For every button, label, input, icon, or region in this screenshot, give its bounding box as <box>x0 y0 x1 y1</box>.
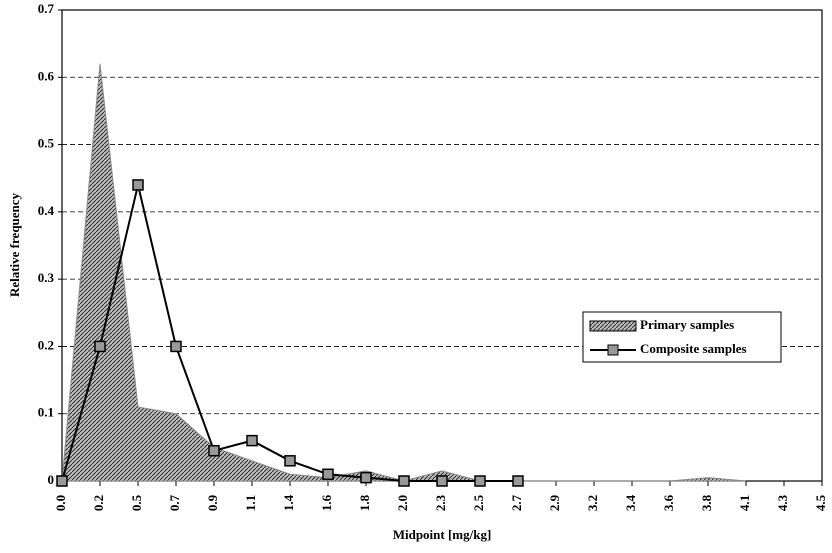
y-tick-label: 0 <box>48 472 55 487</box>
y-tick-label: 0.5 <box>38 136 55 151</box>
x-tick-label: 3.8 <box>699 494 714 511</box>
y-tick-label: 0.3 <box>38 270 55 285</box>
marker <box>360 471 372 484</box>
marker <box>246 434 258 447</box>
marker <box>474 475 486 487</box>
y-tick-label: 0.4 <box>38 203 55 218</box>
x-tick-label: 2.0 <box>395 495 410 511</box>
legend-marker <box>607 344 619 356</box>
y-tick-label: 0.1 <box>38 405 54 420</box>
area <box>61 63 747 482</box>
y-tick-label: 0.2 <box>38 337 54 352</box>
x-axis-label: Midpoint [mg/kg] <box>393 527 492 542</box>
marker <box>208 444 220 457</box>
marker <box>322 468 334 481</box>
marker <box>94 340 106 353</box>
y-tick-label: 0.7 <box>38 1 55 16</box>
legend-label: Primary samples <box>640 317 734 332</box>
x-tick-label: 4.1 <box>737 495 752 511</box>
x-tick-label: 3.6 <box>661 494 676 511</box>
x-tick-label: 4.3 <box>775 494 790 511</box>
x-tick-label: 3.2 <box>585 495 600 511</box>
x-tick-label: 0.5 <box>129 494 144 511</box>
x-tick-label: 2.7 <box>509 494 524 511</box>
x-tick-label: 1.1 <box>243 495 258 511</box>
plot-frame <box>61 9 823 482</box>
marker <box>170 340 182 353</box>
marker <box>132 179 144 191</box>
x-tick-label: 2.9 <box>547 494 562 511</box>
legend-label: Composite samples <box>640 341 747 356</box>
marker <box>512 475 524 487</box>
x-tick-label: 2.3 <box>433 494 448 511</box>
x-tick-label: 2.5 <box>471 494 486 511</box>
y-axis-label: Relative frequency <box>7 192 22 297</box>
x-tick-label: 4.5 <box>813 494 828 511</box>
marker <box>56 475 68 487</box>
y-tick-label: 0.6 <box>38 68 55 83</box>
marker <box>398 475 410 487</box>
marker <box>284 455 296 467</box>
x-tick-label: 0.9 <box>205 494 220 511</box>
x-tick-label: 1.6 <box>319 494 334 511</box>
x-tick-label: 1.8 <box>357 494 372 511</box>
x-tick-label: 1.4 <box>281 494 296 511</box>
x-tick-label: 0.7 <box>167 494 182 511</box>
x-tick-label: 0.2 <box>91 495 106 511</box>
x-tick-label: 3.4 <box>623 494 638 511</box>
legend-swatch <box>589 320 637 332</box>
marker <box>436 475 448 487</box>
x-tick-label: 0.0 <box>53 495 68 511</box>
